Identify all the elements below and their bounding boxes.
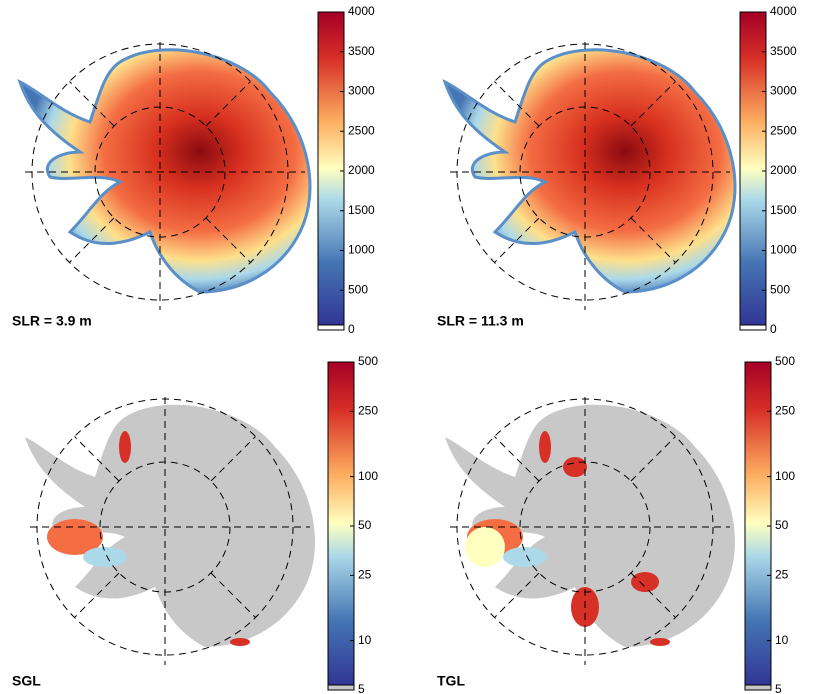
colorbar-tick-label: 500 [770,282,790,296]
colorbar-tick-label: 25 [775,568,789,582]
panel-label: SGL [12,673,41,689]
colorbar-tick-label: 250 [358,404,378,418]
map [18,42,312,310]
colorbar-tick-label: 5 [358,682,365,694]
patch [503,547,547,567]
colorbar-floor [327,684,355,691]
graticule [210,572,256,618]
colorbar-tick-label: 10 [358,633,372,647]
colorbar-tick-label: 2000 [770,163,797,177]
colorbar-tick-label: 0 [770,322,777,336]
patch [631,572,659,592]
colorbar-tick-label: 1000 [348,243,375,257]
colorbar-tick-label: 1000 [770,243,797,257]
continent [18,48,312,294]
colorbar [327,361,355,686]
colorbar-tick-label: 5 [775,682,782,694]
colorbar-tick-label: 500 [348,282,368,296]
graticule [630,81,676,127]
colorbar [744,361,772,686]
graticule [210,436,256,482]
colorbar-tick-label: 3500 [770,44,797,58]
map-panel: SGL 5 10 25 50 100 250 500 [12,354,378,694]
colorbar-floor [317,324,345,331]
graticule [74,436,120,482]
graticule [69,217,115,263]
panel-label: TGL [437,673,465,689]
graticule [205,217,251,263]
colorbar-tick-label: 100 [775,469,795,483]
colorbar-tick-label: 50 [358,518,372,532]
colorbar-tick-label: 3000 [770,84,797,98]
graticule [494,217,540,263]
patch [539,431,551,463]
panel-label: SLR = 3.9 m [12,313,92,329]
colorbar-tick-label: 100 [358,469,378,483]
patch [650,638,670,646]
graticule [630,572,676,618]
patch [119,431,131,463]
colorbar-floor [739,324,767,331]
colorbar-tick-label: 500 [358,354,378,368]
patch [47,519,103,555]
colorbar-floor [744,684,772,691]
patch [230,638,250,646]
panel-label: SLR = 11.3 m [437,313,524,329]
colorbar-tick-label: 4000 [770,4,797,18]
map-panel: SLR = 3.9 m 0 500 1000 1500 2000 2500 3000 3500 4… [12,4,375,336]
map [445,397,735,665]
colorbar-tick-label: 2500 [770,123,797,137]
colorbar-tick-label: 1500 [770,203,797,217]
graticule [630,436,676,482]
graticule [494,572,540,618]
colorbar-tick-label: 25 [358,568,372,582]
colorbar [739,11,767,326]
colorbar-tick-label: 250 [775,404,795,418]
map [443,42,737,310]
continent [443,48,737,294]
graticule [494,81,540,127]
colorbar-tick-label: 3000 [348,84,375,98]
colorbar-tick-label: 2000 [348,163,375,177]
graticule [630,217,676,263]
colorbar-tick-label: 3500 [348,44,375,58]
map-panel: SLR = 11.3 m 0 500 1000 1500 2000 2500 3000 3500… [437,4,797,336]
patch [83,547,127,567]
colorbar-tick-label: 2500 [348,123,375,137]
colorbar-tick-label: 0 [348,322,355,336]
colorbar [317,11,345,326]
colorbar-tick-label: 500 [775,354,795,368]
graticule [74,572,120,618]
colorbar-tick-label: 10 [775,633,789,647]
map-panel: TGL 5 10 25 50 100 250 500 [437,354,795,694]
graticule [494,436,540,482]
patch [465,527,505,567]
map [25,397,315,665]
patch [563,457,587,477]
graticule [205,81,251,127]
colorbar-tick-label: 4000 [348,4,375,18]
colorbar-tick-label: 50 [775,518,789,532]
graticule [69,81,115,127]
colorbar-tick-label: 1500 [348,203,375,217]
